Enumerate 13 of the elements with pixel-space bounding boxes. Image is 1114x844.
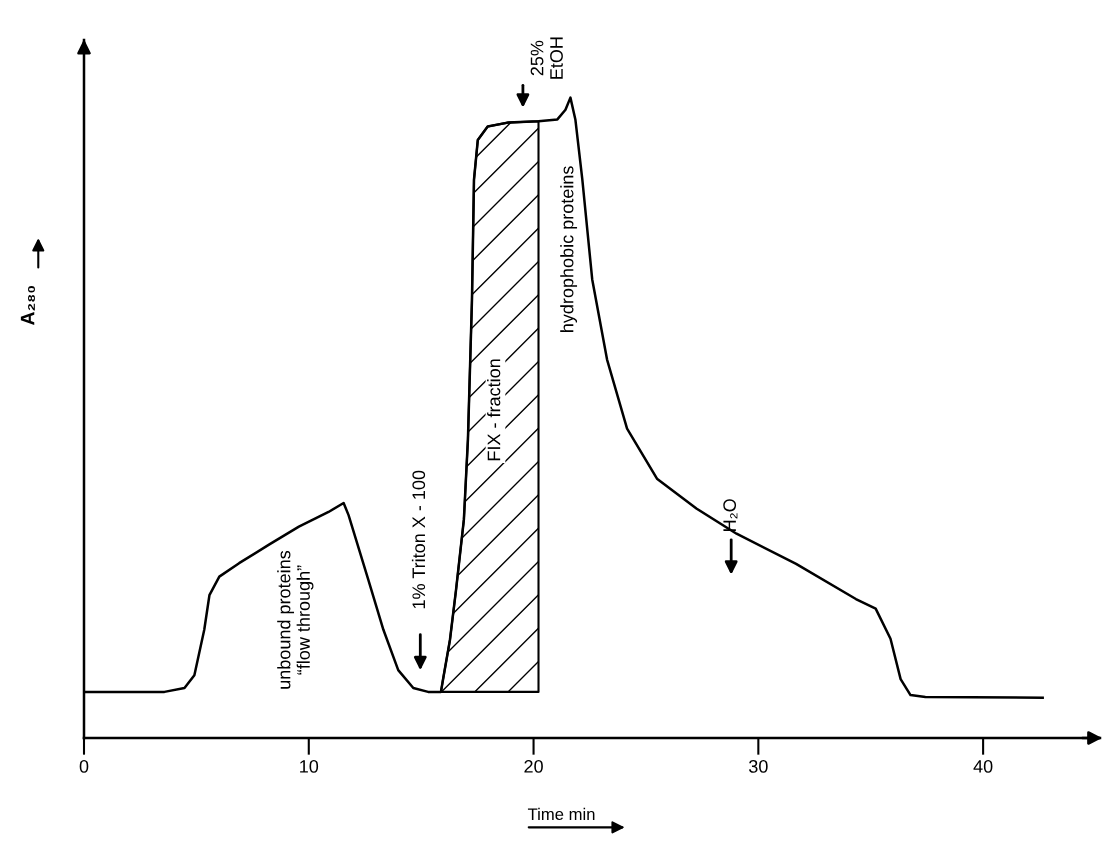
annotation: FIX - fraction: [487, 359, 501, 461]
text: 25% EtOH: [530, 37, 563, 79]
annotation: unbound proteins “flow through”: [277, 550, 314, 689]
annotation: hydrophobic proteins: [560, 166, 578, 332]
x-tick-label: 20: [524, 760, 543, 773]
x-tick-label: 40: [973, 760, 993, 773]
x-tick-label: 10: [300, 760, 319, 773]
x-axis-title: Time min: [527, 807, 595, 821]
y-axis-title: A₂₈₀: [20, 286, 35, 326]
x-tick-label: 30: [748, 760, 768, 773]
annotation: 1% Triton X - 100: [411, 470, 426, 609]
x-tick-label: 0: [79, 760, 89, 773]
annotation: H₂O: [723, 499, 738, 531]
